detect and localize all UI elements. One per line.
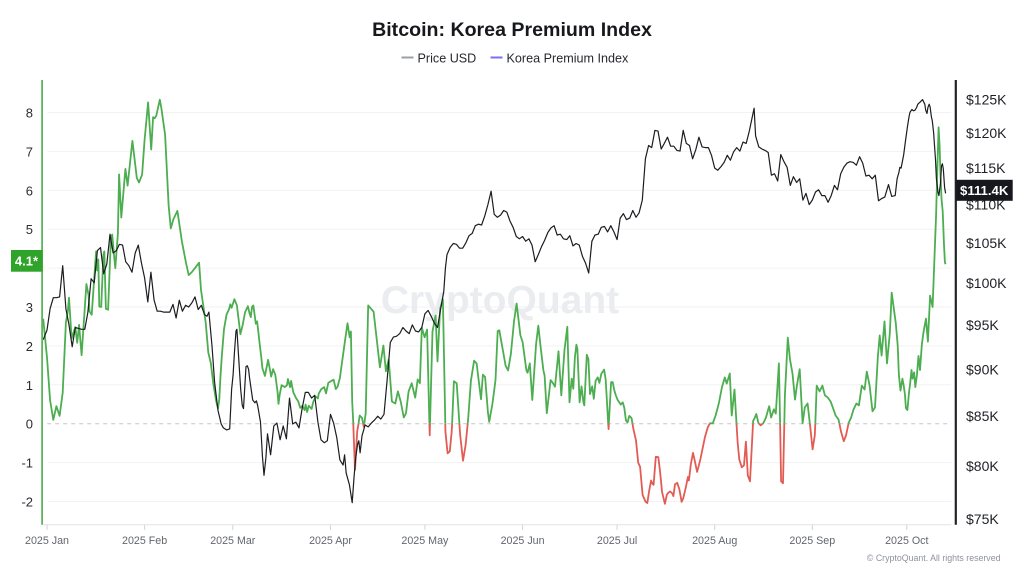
svg-text:© CryptoQuant. All rights rese: © CryptoQuant. All rights reserved bbox=[867, 553, 1001, 563]
svg-text:4.1*: 4.1* bbox=[15, 254, 39, 269]
svg-text:$80K: $80K bbox=[966, 458, 999, 474]
svg-text:2025 Jan: 2025 Jan bbox=[25, 535, 69, 547]
svg-text:Bitcoin: Korea Premium Index: Bitcoin: Korea Premium Index bbox=[372, 19, 652, 41]
svg-text:$105K: $105K bbox=[966, 235, 1007, 251]
svg-text:-1: -1 bbox=[21, 456, 33, 471]
svg-text:5: 5 bbox=[26, 222, 33, 237]
svg-text:1: 1 bbox=[26, 378, 33, 393]
svg-text:6: 6 bbox=[26, 183, 33, 198]
svg-text:$115K: $115K bbox=[966, 160, 1006, 176]
svg-text:$125K: $125K bbox=[966, 92, 1007, 108]
svg-text:2025 Jul: 2025 Jul bbox=[597, 535, 637, 547]
svg-text:$90K: $90K bbox=[966, 361, 999, 377]
svg-text:$75K: $75K bbox=[966, 511, 999, 527]
svg-text:7: 7 bbox=[26, 144, 33, 159]
svg-text:CryptoQuant: CryptoQuant bbox=[381, 279, 619, 322]
svg-text:2025 Jun: 2025 Jun bbox=[501, 535, 545, 547]
svg-text:8: 8 bbox=[26, 106, 33, 121]
svg-text:$85K: $85K bbox=[966, 408, 999, 424]
svg-text:3: 3 bbox=[26, 300, 33, 315]
svg-text:$100K: $100K bbox=[966, 275, 1007, 291]
svg-text:$111.4K: $111.4K bbox=[960, 183, 1009, 198]
svg-text:-2: -2 bbox=[21, 495, 33, 510]
svg-text:2025 Feb: 2025 Feb bbox=[122, 535, 167, 547]
svg-text:Price USD: Price USD bbox=[418, 52, 477, 66]
svg-text:2025 Oct: 2025 Oct bbox=[885, 535, 928, 547]
svg-text:2025 Apr: 2025 Apr bbox=[309, 535, 352, 547]
svg-text:2025 Aug: 2025 Aug bbox=[692, 535, 737, 547]
svg-text:2025 Sep: 2025 Sep bbox=[789, 535, 835, 547]
svg-text:$120K: $120K bbox=[966, 125, 1007, 141]
svg-text:2025 May: 2025 May bbox=[401, 535, 449, 547]
svg-text:Korea Premium Index: Korea Premium Index bbox=[507, 52, 629, 66]
svg-text:0: 0 bbox=[26, 417, 33, 432]
svg-text:$95K: $95K bbox=[966, 317, 999, 333]
svg-text:2: 2 bbox=[26, 339, 33, 354]
svg-text:2025 Mar: 2025 Mar bbox=[210, 535, 256, 547]
